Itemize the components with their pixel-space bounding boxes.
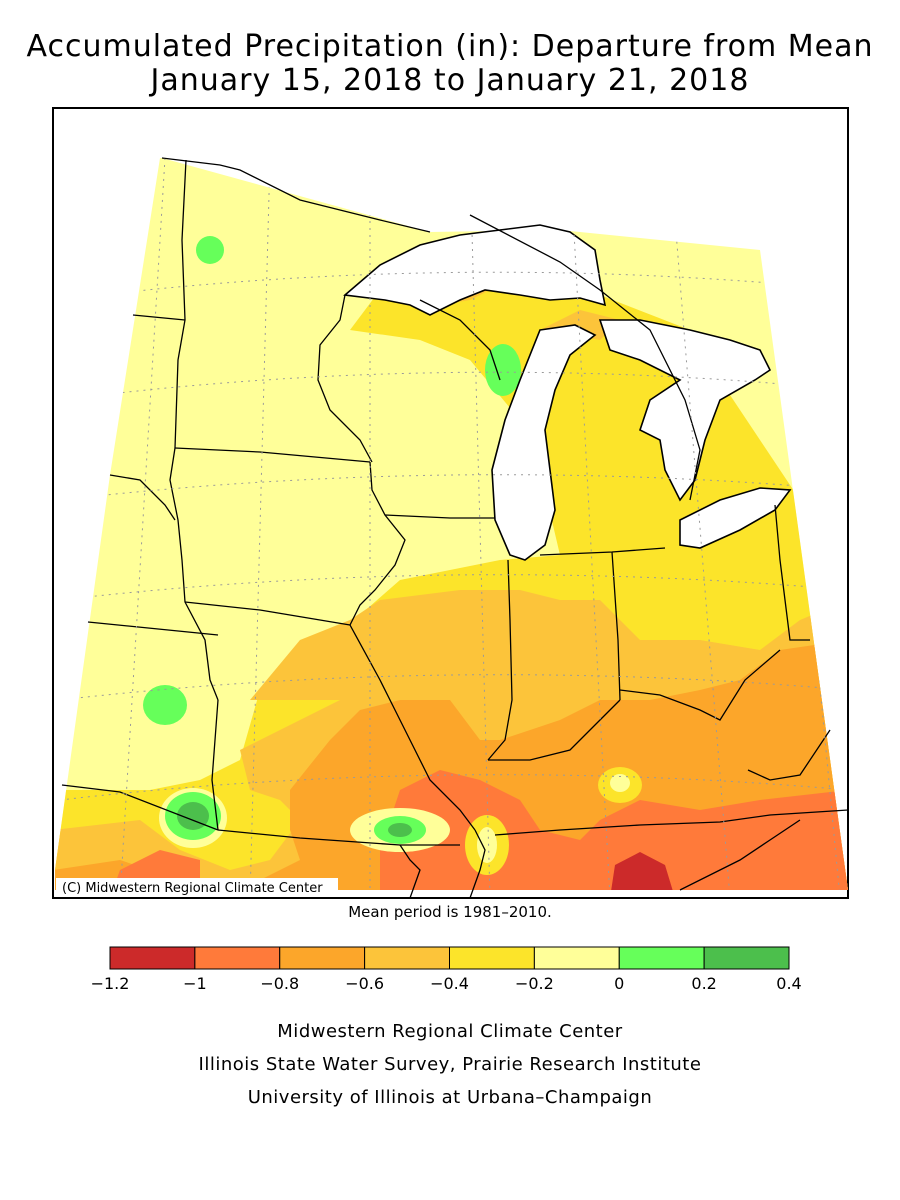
border-indiana-michigan <box>539 547 666 556</box>
legend-bin <box>194 946 281 970</box>
lake-huron <box>598 319 772 502</box>
legend-tick-label: 0.4 <box>776 974 801 993</box>
copyright-box <box>56 878 338 896</box>
fill-positive-missouri-core <box>388 823 412 837</box>
mean-period-note: Mean period is 1981–2010. <box>348 903 552 921</box>
border-michigan-ontario <box>469 214 701 501</box>
fill-positive-nebraska <box>143 685 187 725</box>
map-title-line1: Accumulated Precipitation (in): Departur… <box>26 29 874 64</box>
credit-line-1: Midwestern Regional Climate Center <box>277 1021 623 1042</box>
legend-bin <box>109 946 196 970</box>
border-illinois-missouri <box>349 624 476 831</box>
border-mississippi-river-south <box>469 829 486 899</box>
legend-bin <box>533 946 620 970</box>
border-ohio-kentucky <box>619 649 781 721</box>
legend-bin <box>364 946 450 970</box>
credit-line-2: Illinois State Water Survey, Prairie Res… <box>198 1054 702 1075</box>
copyright-label: (C) Midwestern Regional Climate Center <box>62 881 323 896</box>
border-iowa-nebraska <box>169 447 219 701</box>
credit-line-3: University of Illinois at Urbana–Champai… <box>247 1087 653 1108</box>
legend-bin <box>703 946 790 970</box>
border-nebraska-kansas <box>87 621 219 636</box>
political-boundaries <box>61 157 849 899</box>
border-michigan-wisconsin-up <box>419 299 501 381</box>
legend-tick-label: 0 <box>614 974 624 993</box>
border-minnesota-iowa <box>174 447 371 463</box>
border-minnesota-wisconsin <box>317 294 373 463</box>
legend-tick-label: −0.8 <box>260 974 299 993</box>
legend-colorbar: −1.2 −1 −0.8 −0.6 −0.4 −0.2 0 0.2 0.4 <box>91 946 802 993</box>
border-iowa-wisconsin-illinois <box>349 461 406 626</box>
border-missouri-arkansas-bootheel <box>399 844 421 899</box>
border-kansas-oklahoma <box>61 784 219 831</box>
lake-superior <box>343 224 607 316</box>
fill-positive-door-peninsula <box>485 344 521 396</box>
border-missouri-arkansas <box>217 829 460 846</box>
fill-pocket-kentucky-center <box>610 774 630 792</box>
border-kentucky-tennessee <box>494 809 849 836</box>
legend-tick-label: −1.2 <box>91 974 130 993</box>
fill-pocket-bootheel-center <box>477 827 497 863</box>
border-iowa-missouri <box>184 601 351 626</box>
fill-positive-nw-minnesota <box>196 236 224 264</box>
border-wisconsin-illinois <box>384 514 495 519</box>
lake-michigan <box>491 324 597 561</box>
border-indiana-ohio <box>611 551 621 701</box>
fill-band--1.2--1.0 <box>610 852 675 890</box>
border-kentucky-virginia <box>747 729 831 781</box>
legend-tick-label: 0.2 <box>691 974 716 993</box>
map-title-line2: January 15, 2018 to January 21, 2018 <box>150 63 750 98</box>
border-ohio-pennsylvania <box>774 504 810 641</box>
border-illinois-indiana <box>487 559 513 761</box>
border-canada <box>161 157 431 233</box>
border-tennessee-nc <box>679 819 801 891</box>
legend-tick-label: −0.4 <box>430 974 469 993</box>
border-nd-sd <box>132 314 186 321</box>
legend-tick-label: −0.6 <box>345 974 384 993</box>
border-indiana-kentucky <box>488 699 621 761</box>
great-lakes <box>343 224 792 561</box>
legend-tick-label: −1 <box>183 974 207 993</box>
border-kansas-missouri <box>211 699 219 831</box>
legend-bin <box>618 946 705 970</box>
legend-tick-label: −0.2 <box>515 974 554 993</box>
legend-bin <box>279 946 366 970</box>
legend-bin <box>449 946 535 970</box>
border-sd-nebraska <box>109 474 176 521</box>
